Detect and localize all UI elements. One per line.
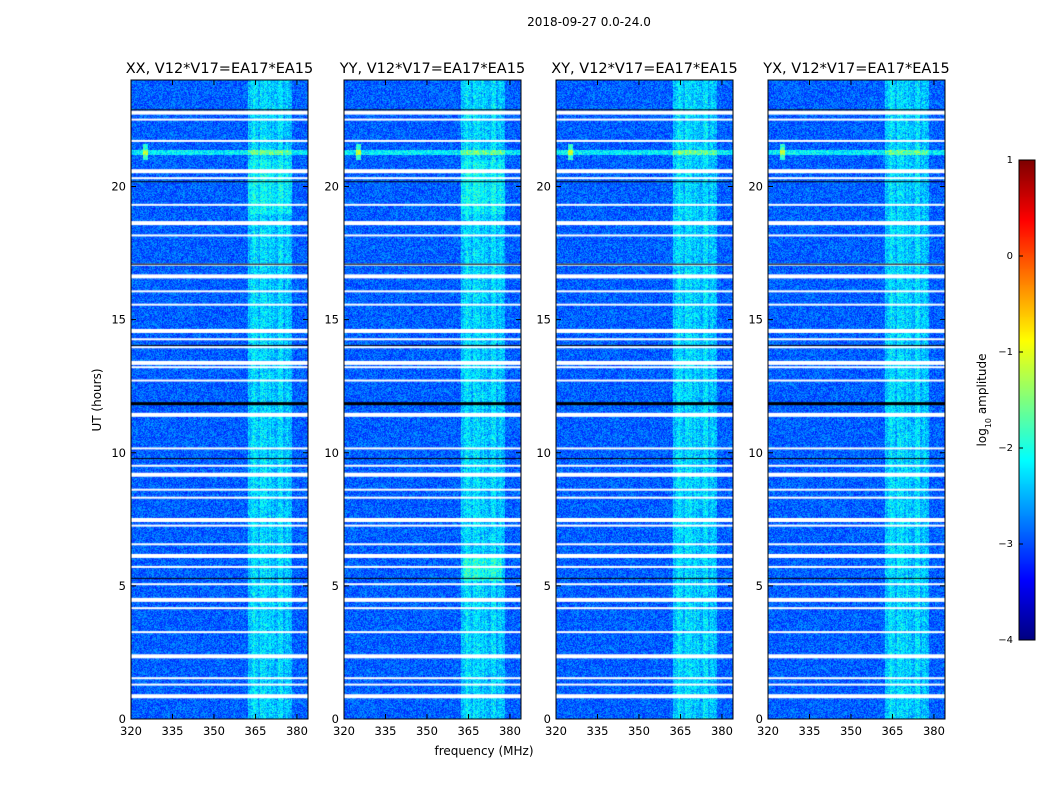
heatmap-xy [556, 80, 733, 719]
colorbar-gradient [1019, 160, 1035, 640]
y-tick-label: 15 [324, 313, 339, 327]
y-tick-label: 10 [111, 446, 126, 460]
y-tick-label: 10 [748, 446, 763, 460]
panel-title: YY, V12*V17=EA17*EA15 [339, 61, 525, 77]
y-tick-label: 5 [756, 579, 763, 593]
y-tick-label: 10 [536, 446, 551, 460]
panel-axes-0: XX, V12*V17=EA17*EA15 320 335 350 365 380 0 5 10… [111, 61, 313, 738]
y-tick-label: 20 [111, 180, 126, 194]
y-tick-label: 0 [756, 712, 763, 726]
x-tick-label: 380 [711, 724, 733, 738]
heatmap-yx [768, 80, 945, 719]
axes-group: XX, V12*V17=EA17*EA15 320 335 350 365 380 0 5 10… [111, 61, 949, 738]
y-tick-label: 5 [119, 579, 126, 593]
y-tick-label: 20 [324, 180, 339, 194]
colorbar-frame [1018, 159, 1036, 641]
x-tick-label: 320 [120, 724, 142, 738]
x-tick-label: 350 [416, 724, 438, 738]
x-tick-label: 335 [799, 724, 821, 738]
x-tick-label: 335 [162, 724, 184, 738]
panel-title: XX, V12*V17=EA17*EA15 [126, 61, 314, 77]
x-tick-label: 365 [244, 724, 266, 738]
x-tick-label: 350 [203, 724, 225, 738]
panel-frame [555, 79, 734, 720]
x-tick-label: 365 [669, 724, 691, 738]
heatmap-yy [344, 80, 521, 719]
panel-title: XY, V12*V17=EA17*EA15 [551, 61, 737, 77]
y-tick-label: 0 [544, 712, 551, 726]
panel-title: YX, V12*V17=EA17*EA15 [762, 61, 949, 77]
x-tick-label: 380 [499, 724, 521, 738]
heatmap-xx [131, 80, 308, 719]
panel-axes-3: YX, V12*V17=EA17*EA15 320 335 350 365 380 0 5 10… [748, 61, 949, 738]
x-tick-label: 380 [286, 724, 308, 738]
x-tick-label: 350 [840, 724, 862, 738]
colorbar-tick-label: −3 [998, 539, 1013, 550]
panel-axes-1: YY, V12*V17=EA17*EA15 320 335 350 365 380 0 5 10… [324, 61, 525, 738]
colorbar-tick-label: −1 [998, 347, 1013, 358]
x-tick-label: 365 [881, 724, 903, 738]
panel-axes-2: XY, V12*V17=EA17*EA15 320 335 350 365 380 0 5 10… [536, 61, 737, 738]
colorbar-tick-label: −4 [998, 635, 1013, 646]
colorbar-tick-label: 0 [1007, 251, 1013, 262]
y-tick-label: 10 [324, 446, 339, 460]
y-tick-label: 0 [332, 712, 339, 726]
panel-frame [343, 79, 522, 720]
colorbar: 1 0 −1 −2 −3 −4 log10 amplitude [975, 155, 1036, 646]
x-tick-label: 320 [757, 724, 779, 738]
y-tick-label: 5 [332, 579, 339, 593]
panel-frame [130, 79, 309, 720]
y-tick-label: 15 [111, 313, 126, 327]
x-tick-label: 320 [545, 724, 567, 738]
x-tick-label: 335 [587, 724, 609, 738]
colorbar-tick-label: −2 [998, 443, 1013, 454]
x-tick-label: 380 [923, 724, 945, 738]
colorbar-tick-label: 1 [1007, 155, 1013, 166]
y-tick-label: 20 [536, 180, 551, 194]
x-tick-label: 335 [375, 724, 397, 738]
x-axis-label: frequency (MHz) [434, 744, 533, 758]
x-tick-label: 350 [628, 724, 650, 738]
x-tick-label: 365 [457, 724, 479, 738]
y-axis-label: UT (hours) [90, 368, 104, 431]
panel-frame [767, 79, 946, 720]
y-tick-label: 0 [119, 712, 126, 726]
y-tick-label: 20 [748, 180, 763, 194]
y-tick-label: 5 [544, 579, 551, 593]
y-tick-label: 15 [536, 313, 551, 327]
colorbar-label: log10 amplitude [975, 354, 993, 447]
figure-title: 2018-09-27 0.0-24.0 [527, 15, 651, 29]
y-tick-label: 15 [748, 313, 763, 327]
x-tick-label: 320 [333, 724, 355, 738]
